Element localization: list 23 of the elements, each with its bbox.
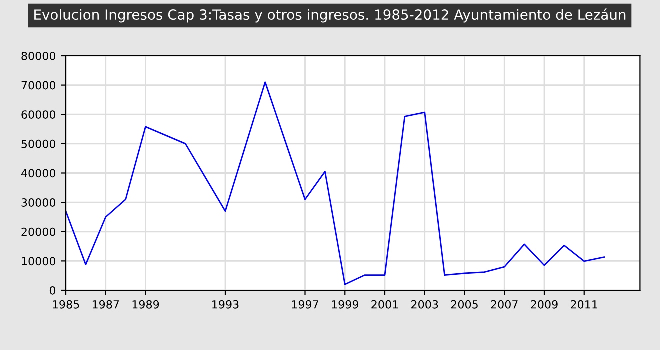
x-tick-label: 2005 [451,300,478,309]
y-tick-label: 60000 [22,110,56,120]
x-tick-label: 2011 [571,300,598,309]
chart-title: Evolucion Ingresos Cap 3:Tasas y otros ingresos. 1985-2012 Ayuntamiento de Lezáun [34,8,626,23]
y-tick-label: 0 [50,286,56,295]
x-tick-label: 2003 [412,300,438,309]
y-tick-label: 20000 [22,228,56,236]
y-tick-label: 80000 [22,52,56,60]
line-series [66,82,606,286]
x-tick-label: 1985 [53,300,80,309]
y-tick-label: 50000 [22,140,56,148]
x-tick-label: 2001 [372,300,398,309]
x-tick-label: 2007 [491,300,518,309]
x-tick-label: 1997 [292,300,318,309]
y-tick-label: 40000 [21,169,56,178]
x-tick-label: 1993 [212,300,239,309]
x-tick-label: 1987 [92,300,120,309]
y-tick-label: 30000 [22,198,56,207]
x-tick-label: 1999 [332,300,358,309]
x-tick-label: 1989 [132,300,160,309]
y-tick-label: 70000 [22,81,56,90]
x-tick-label: 2009 [531,300,558,309]
y-tick-label: 10000 [22,257,56,266]
